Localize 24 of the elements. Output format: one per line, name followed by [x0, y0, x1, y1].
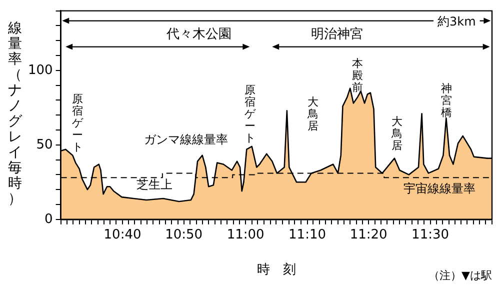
x-tick-label: 11:00 — [226, 228, 264, 243]
x-tick-label: 10:50 — [165, 228, 203, 243]
y-tick-label: 0 — [44, 212, 53, 227]
text: （注）▼は駅 — [428, 268, 492, 282]
annotation: 原宿ゲート — [72, 92, 84, 154]
annotation: 神宮橋 — [440, 82, 452, 120]
annotation: 大鳥居 — [390, 114, 403, 152]
annotation: ガンマ線線量率 — [144, 132, 228, 146]
annotation: 約3km — [438, 14, 476, 28]
annotation: 芝生上 — [136, 177, 172, 192]
x-tick-label: 11:10 — [288, 228, 326, 243]
y-tick-label: 50 — [36, 137, 53, 152]
x-tick-label: 11:30 — [412, 228, 450, 243]
annotation: 原宿ゲート — [244, 84, 257, 145]
x-axis-title: 時 刻 — [256, 262, 296, 278]
annotation: 明治神宮 — [310, 26, 363, 42]
annotation: 大鳥居 — [306, 96, 319, 133]
text: 線量率（ナノグレイ毎時） — [8, 20, 22, 208]
x-tick-label: 11:20 — [350, 228, 388, 243]
annotation: 本殿前 — [352, 56, 363, 94]
y-tick-label: 100 — [28, 62, 53, 78]
annotation: 宇宙線線量率 — [403, 182, 476, 196]
x-tick-label: 10:40 — [104, 228, 142, 243]
annotation: 代々木公園 — [165, 26, 232, 42]
